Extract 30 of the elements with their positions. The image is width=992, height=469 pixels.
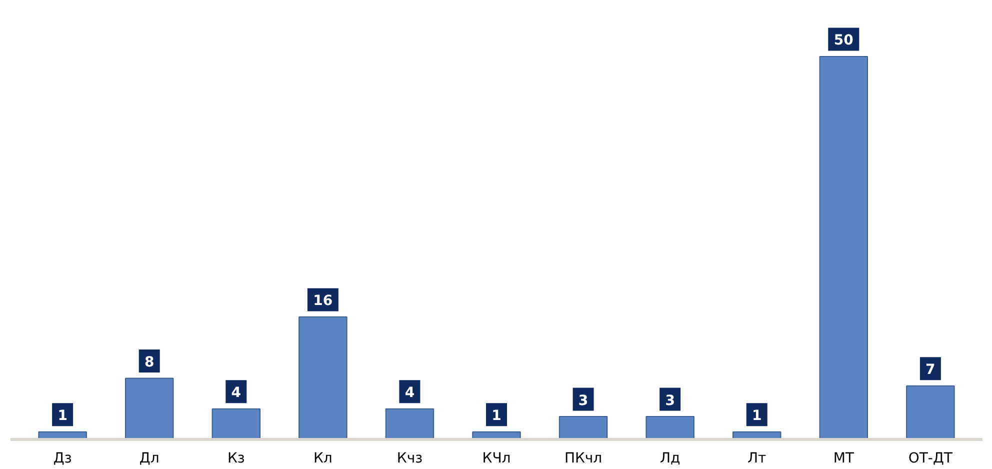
data-label: 3 bbox=[578, 392, 588, 409]
x-tick-label: МТ bbox=[833, 450, 854, 466]
data-label: 50 bbox=[834, 32, 854, 49]
x-tick-label: Кл bbox=[313, 450, 332, 466]
data-label: 1 bbox=[492, 408, 502, 424]
data-label: 3 bbox=[665, 392, 675, 409]
data-label: 4 bbox=[231, 385, 242, 402]
x-tick-label: Кз bbox=[227, 450, 245, 466]
bar bbox=[385, 408, 434, 440]
bar bbox=[906, 385, 955, 440]
data-label: 1 bbox=[752, 408, 762, 424]
bar bbox=[646, 416, 694, 440]
bar bbox=[212, 408, 261, 440]
x-tick-label: Дз bbox=[53, 450, 72, 466]
x-tick-label: Дл bbox=[139, 450, 160, 466]
x-tick-label: Лд bbox=[660, 450, 680, 466]
x-tick-label: Кчз bbox=[396, 450, 423, 466]
data-label: 1 bbox=[58, 408, 68, 424]
bar bbox=[298, 316, 348, 440]
x-tick-label: КЧл bbox=[482, 450, 511, 466]
data-label: 8 bbox=[144, 354, 154, 370]
data-label: 7 bbox=[926, 362, 936, 378]
bar bbox=[124, 378, 174, 440]
x-tick-label: ОТ-ДТ bbox=[908, 450, 953, 466]
x-tick-label: Лт bbox=[748, 450, 766, 466]
bar bbox=[558, 416, 608, 440]
data-label: 16 bbox=[313, 293, 333, 310]
bar bbox=[819, 56, 868, 440]
x-tick-label: ПКчл bbox=[564, 450, 602, 466]
data-label: 4 bbox=[404, 385, 415, 402]
